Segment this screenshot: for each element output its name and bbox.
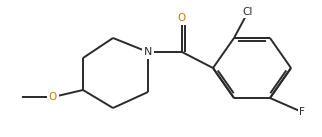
Text: Cl: Cl — [243, 7, 253, 17]
Text: O: O — [49, 92, 57, 102]
Text: N: N — [144, 47, 152, 57]
Text: O: O — [178, 13, 186, 23]
Text: F: F — [299, 107, 305, 117]
